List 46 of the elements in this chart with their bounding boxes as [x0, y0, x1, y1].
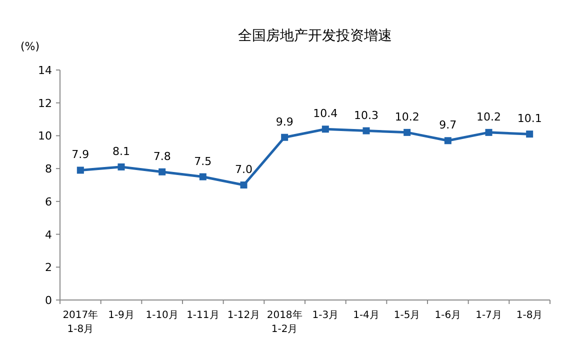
point — [444, 137, 452, 144]
data-label: 7.5 — [194, 154, 212, 168]
y-tick-label: 8 — [45, 162, 52, 176]
data-label: 9.7 — [439, 118, 457, 132]
y-tick-label: 4 — [45, 228, 52, 242]
chart-title: 全国房地产开发投资增速 — [238, 28, 392, 44]
data-label: 7.0 — [235, 163, 252, 176]
point — [158, 168, 166, 176]
data-label: 7.8 — [153, 150, 171, 163]
point — [199, 173, 206, 180]
x-tick-label: 1-8月 — [516, 310, 543, 321]
point — [404, 128, 411, 136]
y-tick-label: 14 — [38, 64, 52, 77]
point — [485, 128, 492, 136]
x-tick-label: 2018年 1-2月 — [266, 309, 302, 335]
x-tick-label: 1-4月 — [353, 310, 380, 321]
x-tick-label: 1-5月 — [394, 310, 420, 321]
data-label: 8.1 — [112, 144, 130, 158]
data-label: 10.1 — [517, 112, 542, 126]
point — [76, 166, 84, 174]
point — [322, 126, 329, 133]
y-tick-label: 6 — [45, 195, 52, 208]
data-label: 10.2 — [394, 110, 420, 124]
data-label: 7.9 — [72, 148, 90, 162]
x-tick-label: 1-9月 — [108, 310, 134, 321]
data-label: 10.4 — [313, 107, 338, 120]
y-axis-title: (%) — [20, 40, 40, 53]
point — [240, 182, 248, 188]
point — [281, 134, 288, 141]
point — [362, 127, 370, 134]
x-tick-label: 1-7月 — [476, 310, 502, 321]
point — [118, 163, 125, 170]
x-tick-label: 2017年 1-8月 — [62, 309, 98, 335]
data-label: 9.9 — [276, 115, 294, 128]
x-tick-label: 1-10月 — [146, 310, 178, 321]
y-tick-label: 2 — [45, 261, 52, 274]
y-tick-label: 10 — [38, 130, 52, 143]
x-tick-label: 1-6月 — [434, 310, 462, 321]
data-label: 10.2 — [476, 110, 501, 124]
x-tick-label: 1-3月 — [312, 310, 339, 321]
y-tick-label: 12 — [38, 96, 52, 110]
x-tick-label: 1-11月 — [186, 310, 220, 321]
point — [526, 130, 534, 138]
data-label: 10.3 — [354, 108, 378, 122]
x-tick-label: 1-12月 — [227, 310, 260, 321]
y-tick-label: 0 — [45, 294, 52, 307]
